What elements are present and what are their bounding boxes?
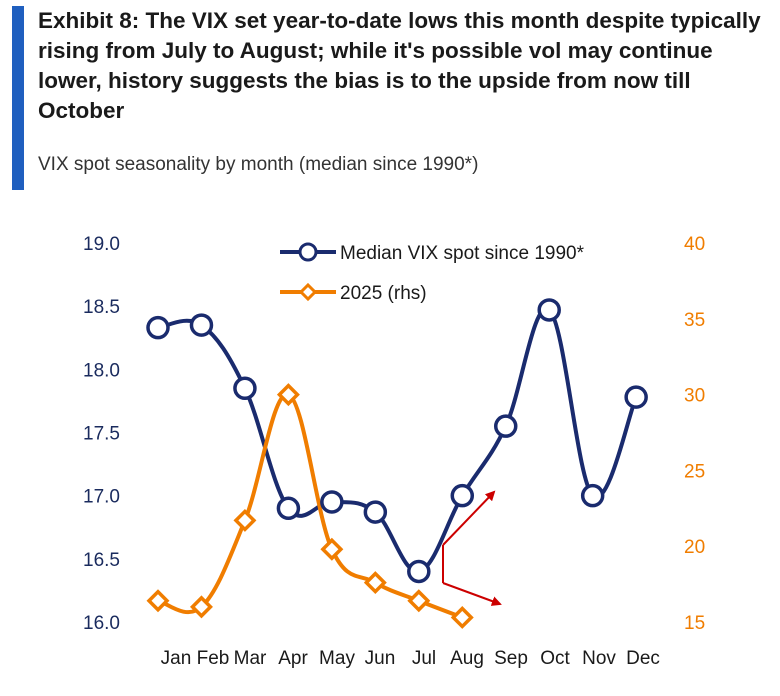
left-tick-label: 17.5 (83, 424, 120, 445)
left-tick-label: 18.5 (83, 297, 120, 318)
median-vix-point (407, 559, 431, 584)
left-axis-ticks: 16.0 16.5 17.0 17.5 18.0 18.5 19.0 (83, 234, 120, 634)
median-vix-point (493, 414, 518, 438)
vix-2025-point (276, 383, 300, 407)
right-tick-label: 35 (684, 310, 705, 331)
vix-2025-point (146, 589, 170, 613)
right-axis-ticks: 15 20 25 30 35 40 (684, 234, 705, 634)
left-tick-label: 17.0 (83, 487, 120, 508)
accent-bar (12, 6, 24, 190)
series-markers (146, 298, 648, 629)
arrow-up (442, 490, 496, 546)
right-tick-label: 40 (684, 234, 705, 255)
median-vix-point (363, 500, 388, 524)
vix-2025-point (233, 508, 257, 532)
x-tick-label: Nov (582, 648, 616, 669)
right-tick-label: 25 (684, 461, 705, 482)
median-vix-point (189, 313, 214, 337)
x-tick-label: Jun (365, 648, 396, 669)
x-tick-label: Apr (278, 648, 308, 669)
x-tick-label: Jan (161, 648, 192, 669)
legend: Median VIX spot since 1990* 2025 (rhs) (280, 242, 585, 304)
median-vix-point (537, 298, 561, 322)
vix-2025-point (450, 605, 474, 629)
left-tick-label: 16.5 (83, 550, 120, 571)
chart-title: Exhibit 8: The VIX set year-to-date lows… (38, 8, 761, 123)
series-lines (156, 306, 639, 620)
vix-2025-point (320, 537, 344, 561)
median-vix-point (320, 490, 344, 514)
median-vix-point (624, 385, 648, 409)
median-vix-point (276, 496, 301, 521)
vix-2025-line (156, 392, 465, 620)
x-tick-label: May (319, 648, 355, 669)
x-tick-label: Oct (540, 648, 570, 669)
left-tick-label: 16.0 (83, 613, 120, 634)
x-tick-label: Mar (234, 648, 267, 669)
median-vix-point (233, 376, 257, 401)
legend-swatch-marker (298, 242, 318, 262)
right-tick-label: 20 (684, 537, 705, 558)
median-vix-line (156, 306, 639, 574)
x-axis-ticks: Jan Feb Mar Apr May Jun Jul Aug Sep Oct Nov Dec (161, 648, 660, 669)
x-tick-label: Dec (626, 648, 660, 669)
vix-2025-point (189, 595, 213, 619)
left-tick-label: 19.0 (83, 234, 120, 255)
left-tick-label: 18.0 (83, 360, 120, 381)
right-tick-label: 30 (684, 386, 705, 407)
legend-label: Median VIX spot since 1990* (340, 243, 585, 264)
vix-2025-point (363, 571, 387, 595)
x-tick-label: Jul (412, 648, 436, 669)
x-tick-label: Feb (197, 648, 230, 669)
arrow-down (442, 582, 502, 606)
annotation-arrows (442, 490, 502, 606)
chart-subtitle: VIX spot seasonality by month (median si… (38, 154, 479, 175)
median-vix-point (146, 315, 170, 340)
vix-2025-point (407, 589, 431, 613)
right-tick-label: 15 (684, 613, 705, 634)
median-vix-point (450, 483, 475, 508)
median-vix-point (580, 483, 605, 508)
x-tick-label: Sep (494, 648, 528, 669)
x-tick-label: Aug (450, 648, 484, 669)
legend-swatch-marker (298, 282, 318, 302)
legend-label: 2025 (rhs) (340, 283, 427, 304)
